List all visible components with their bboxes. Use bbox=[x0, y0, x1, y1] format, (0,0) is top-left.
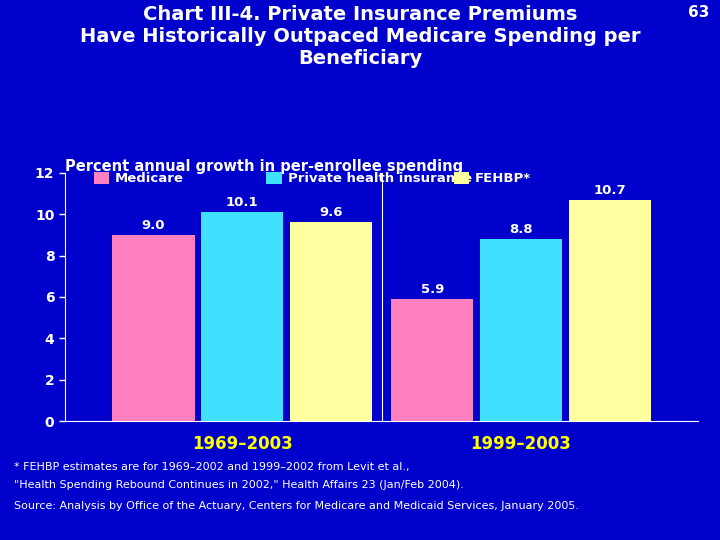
Text: 1999–2003: 1999–2003 bbox=[471, 435, 572, 453]
Text: 9.6: 9.6 bbox=[319, 206, 343, 219]
Text: FEHBP*: FEHBP* bbox=[475, 172, 531, 185]
Text: 1969–2003: 1969–2003 bbox=[192, 435, 292, 453]
Text: 63: 63 bbox=[688, 5, 709, 21]
Text: 10.7: 10.7 bbox=[593, 184, 626, 197]
Text: "Health Spending Rebound Continues in 2002," Health Affairs 23 (Jan/Feb 2004).: "Health Spending Rebound Continues in 20… bbox=[14, 480, 464, 490]
Text: Medicare: Medicare bbox=[115, 172, 184, 185]
Text: 5.9: 5.9 bbox=[420, 283, 444, 296]
Text: Chart III-4. Private Insurance Premiums
Have Historically Outpaced Medicare Spen: Chart III-4. Private Insurance Premiums … bbox=[80, 5, 640, 69]
Bar bbox=[391, 299, 474, 421]
Text: 10.1: 10.1 bbox=[226, 196, 258, 209]
Text: Private health insurance: Private health insurance bbox=[288, 172, 472, 185]
Text: 9.0: 9.0 bbox=[142, 219, 166, 232]
Text: 8.8: 8.8 bbox=[509, 223, 533, 236]
Bar bbox=[480, 239, 562, 421]
Text: Source: Analysis by Office of the Actuary, Centers for Medicare and Medicaid Ser: Source: Analysis by Office of the Actuar… bbox=[14, 501, 580, 511]
Text: Percent annual growth in per-enrollee spending: Percent annual growth in per-enrollee sp… bbox=[65, 159, 463, 174]
Bar bbox=[569, 200, 651, 421]
Bar bbox=[201, 212, 284, 421]
Text: * FEHBP estimates are for 1969–2002 and 1999–2002 from Levit et al.,: * FEHBP estimates are for 1969–2002 and … bbox=[14, 462, 410, 472]
Bar bbox=[112, 235, 194, 421]
Bar bbox=[289, 222, 372, 421]
